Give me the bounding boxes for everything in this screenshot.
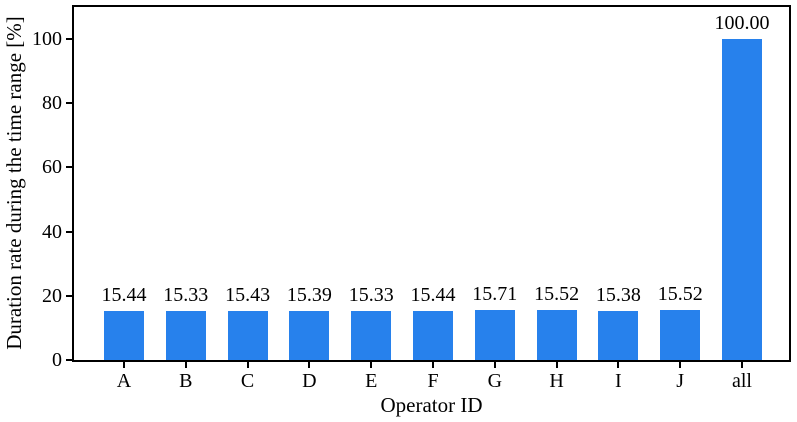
x-tick-mark-I — [617, 362, 620, 368]
x-tick-label-B: B — [179, 370, 193, 392]
y-tick-label-40: 40 — [42, 220, 62, 243]
y-tick-label-100: 100 — [32, 28, 62, 51]
x-tick-label-all: all — [732, 370, 752, 392]
bar-D — [289, 310, 330, 360]
x-axis-label: Operator ID — [380, 393, 483, 417]
bar-H — [536, 310, 577, 360]
x-tick-mark-A — [123, 362, 125, 368]
bar-G — [474, 309, 515, 360]
bar-A — [104, 310, 144, 360]
x-tick-mark-G — [493, 362, 496, 368]
bar-value-label-B: 15.33 — [163, 283, 209, 306]
bar-value-label-F: 15.44 — [410, 283, 456, 306]
y-tick-label-20: 20 — [42, 284, 62, 307]
bar-value-label-J: 15.52 — [657, 283, 703, 306]
x-tick-mark-all — [741, 362, 743, 368]
x-tick-label-A: A — [116, 370, 132, 392]
bar-value-label-E: 15.33 — [348, 283, 394, 306]
bar-value-label-H: 15.52 — [534, 283, 580, 306]
y-tick-mark-100 — [66, 38, 72, 41]
x-tick-label-H: H — [549, 370, 564, 392]
bar-J — [660, 310, 701, 360]
y-tick-mark-60 — [66, 166, 72, 169]
x-tick-mark-F — [432, 362, 434, 368]
x-tick-label-G: G — [487, 370, 503, 392]
x-tick-label-F: F — [427, 370, 439, 392]
bar-value-label-C: 15.43 — [225, 283, 271, 306]
bar-value-label-G: 15.71 — [472, 282, 518, 305]
x-tick-mark-C — [246, 362, 249, 368]
bar-E — [351, 310, 392, 360]
x-tick-mark-H — [555, 362, 558, 368]
y-tick-mark-80 — [66, 102, 72, 105]
y-tick-label-0: 0 — [52, 349, 62, 371]
plot-area: 15.44 15.33 15.43 15.39 15.33 15.44 15.71 15.52… — [72, 5, 791, 362]
x-tick-mark-D — [308, 362, 311, 368]
bar-C — [227, 310, 268, 360]
bar-F — [413, 310, 453, 360]
bar-value-label-all: 100.00 — [714, 12, 770, 35]
bar-value-label-D: 15.39 — [286, 283, 332, 306]
y-tick-mark-0 — [66, 359, 72, 361]
y-tick-label-60: 60 — [42, 156, 62, 179]
bar-B — [165, 310, 206, 360]
y-tick-mark-40 — [66, 230, 72, 233]
x-tick-label-D: D — [302, 370, 317, 392]
y-tick-mark-20 — [66, 294, 72, 297]
x-tick-label-C: C — [240, 370, 255, 392]
x-tick-label-J: J — [676, 370, 685, 392]
x-tick-mark-J — [679, 362, 682, 368]
bar-all — [722, 39, 762, 360]
bar-value-label-A: 15.44 — [101, 283, 147, 306]
x-tick-mark-B — [184, 362, 187, 368]
x-tick-mark-E — [370, 362, 373, 368]
x-tick-label-I: I — [615, 370, 622, 392]
y-tick-label-80: 80 — [42, 92, 62, 115]
bar-I — [598, 310, 639, 360]
bar-value-label-I: 15.38 — [595, 283, 641, 306]
x-tick-label-E: E — [365, 370, 378, 392]
